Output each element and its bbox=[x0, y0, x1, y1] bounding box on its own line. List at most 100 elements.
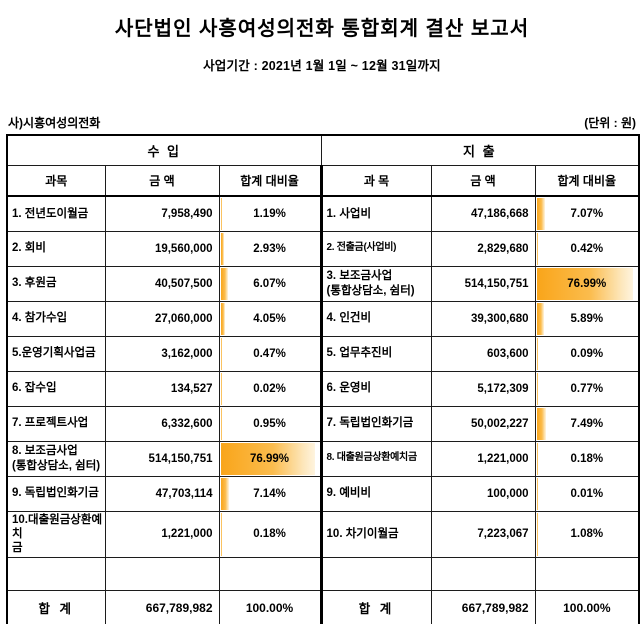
table-row: 3. 후원금 40,507,500 6.07% 3. 보조금사업 (통합상담소, 쉼터… bbox=[6, 265, 640, 302]
expense-ratio-cell: 76.99% bbox=[534, 265, 640, 302]
income-amount-cell: 27,060,000 bbox=[104, 300, 220, 337]
empty-cell bbox=[104, 556, 220, 591]
expense-ratio-value: 5.89% bbox=[570, 312, 604, 325]
col-income-amount: 금 액 bbox=[104, 164, 220, 197]
ratio-data-bar bbox=[536, 372, 538, 405]
income-amount-cell: 40,507,500 bbox=[104, 265, 220, 302]
income-ratio-value: 0.95% bbox=[253, 417, 286, 430]
expense-total-label: 합 계 bbox=[319, 589, 432, 624]
expense-subject-cell: 10. 차기이월금 bbox=[319, 510, 432, 558]
ratio-data-bar bbox=[536, 337, 538, 370]
income-subject-cell: 1. 전년도이월금 bbox=[6, 195, 106, 232]
income-subject-cell: 3. 후원금 bbox=[6, 265, 106, 302]
ratio-data-bar bbox=[220, 232, 225, 265]
income-amount-cell: 3,162,000 bbox=[104, 335, 220, 372]
income-amount-cell: 6,332,600 bbox=[104, 405, 220, 442]
income-total-ratio-value: 100.00% bbox=[245, 600, 294, 615]
income-ratio-cell: 4.05% bbox=[218, 300, 322, 337]
income-subject-cell: 8. 보조금사업 (통합상담소, 쉼터) bbox=[6, 440, 106, 477]
col-income-ratio: 합계 대비율 bbox=[218, 164, 322, 197]
ratio-data-bar bbox=[536, 442, 538, 475]
income-ratio-cell: 0.18% bbox=[218, 510, 322, 558]
empty-cell bbox=[534, 556, 640, 591]
income-amount-cell: 19,560,000 bbox=[104, 230, 220, 267]
ratio-data-bar bbox=[536, 232, 538, 265]
expense-amount-cell: 100,000 bbox=[430, 475, 536, 512]
expense-subject-cell: 6. 운영비 bbox=[319, 370, 432, 407]
expense-ratio-value: 7.07% bbox=[570, 207, 604, 220]
income-ratio-value: 0.02% bbox=[253, 382, 286, 395]
income-ratio-cell: 76.99% bbox=[218, 440, 322, 477]
ratio-data-bar bbox=[220, 477, 230, 510]
income-ratio-cell: 6.07% bbox=[218, 265, 322, 302]
col-income-subject: 과목 bbox=[6, 164, 106, 197]
ratio-data-bar bbox=[220, 302, 226, 335]
expense-ratio-cell: 1.08% bbox=[534, 510, 640, 558]
expense-group-header: 지 출 bbox=[320, 134, 640, 166]
expense-ratio-value: 0.18% bbox=[570, 452, 604, 465]
expense-total-amount: 667,789,982 bbox=[430, 589, 536, 624]
expense-ratio-value: 0.42% bbox=[570, 242, 604, 255]
income-amount-cell: 47,703,114 bbox=[104, 475, 220, 512]
income-ratio-cell: 0.95% bbox=[218, 405, 322, 442]
expense-ratio-value: 76.99% bbox=[567, 277, 607, 290]
expense-amount-cell: 603,600 bbox=[430, 335, 536, 372]
income-subject-cell: 9. 독립법인화기금 bbox=[6, 475, 106, 512]
table-row: 1. 전년도이월금 7,958,490 1.19% 1. 사업비 47,186,668 7… bbox=[6, 195, 640, 232]
unit-label: (단위 : 원) bbox=[584, 116, 636, 130]
expense-ratio-cell: 0.77% bbox=[534, 370, 640, 407]
table-row: 8. 보조금사업 (통합상담소, 쉼터) 514,150,751 76.99% 8. … bbox=[6, 440, 640, 477]
ratio-data-bar bbox=[220, 442, 315, 475]
ratio-data-bar bbox=[536, 198, 546, 230]
ratio-data-bar bbox=[220, 512, 222, 556]
expense-ratio-cell: 7.07% bbox=[534, 195, 640, 232]
table-body: 1. 전년도이월금 7,958,490 1.19% 1. 사업비 47,186,668 7… bbox=[6, 195, 640, 624]
table-head: 수 입 지 출 과목 금 액 합계 대비율 과 목 금 액 합계 대비율 bbox=[6, 134, 640, 197]
empty-cell bbox=[218, 556, 322, 591]
expense-amount-cell: 5,172,309 bbox=[430, 370, 536, 407]
income-ratio-value: 2.93% bbox=[253, 242, 286, 255]
expense-ratio-value: 0.01% bbox=[570, 487, 604, 500]
table-row: 5.운영기획사업금 3,162,000 0.47% 5. 업무추진비 603,600 0.… bbox=[6, 335, 640, 372]
expense-ratio-cell: 0.09% bbox=[534, 335, 640, 372]
expense-amount-cell: 50,002,227 bbox=[430, 405, 536, 442]
expense-ratio-value: 0.77% bbox=[570, 382, 604, 395]
empty-cell bbox=[6, 556, 106, 591]
income-amount-cell: 7,958,490 bbox=[104, 195, 220, 232]
ratio-data-bar bbox=[536, 407, 546, 440]
table-row: 6. 잡수입 134,527 0.02% 6. 운영비 5,172,309 0.77% bbox=[6, 370, 640, 407]
ratio-data-bar bbox=[536, 512, 538, 556]
expense-amount-cell: 1,221,000 bbox=[430, 440, 536, 477]
expense-amount-cell: 2,829,680 bbox=[430, 230, 536, 267]
income-ratio-cell: 0.02% bbox=[218, 370, 322, 407]
income-ratio-value: 7.14% bbox=[253, 487, 286, 500]
income-ratio-value: 4.05% bbox=[253, 312, 286, 325]
column-header-row: 과목 금 액 합계 대비율 과 목 금 액 합계 대비율 bbox=[6, 164, 640, 197]
income-amount-cell: 1,221,000 bbox=[104, 510, 220, 558]
expense-subject-cell: 5. 업무추진비 bbox=[319, 335, 432, 372]
total-row: 합 계 667,789,982 100.00% 합 계 667,789,982 100.0… bbox=[6, 589, 640, 624]
empty-cell bbox=[430, 556, 536, 591]
expense-subject-cell: 2. 전출금(사업비) bbox=[319, 230, 432, 267]
income-subject-cell: 7. 프로젝트사업 bbox=[6, 405, 106, 442]
meta-row: 사)시흥여성의전화 (단위 : 원) bbox=[8, 114, 636, 131]
expense-amount-cell: 39,300,680 bbox=[430, 300, 536, 337]
income-ratio-value: 76.99% bbox=[250, 452, 290, 465]
expense-ratio-value: 1.08% bbox=[570, 528, 604, 541]
income-amount-cell: 134,527 bbox=[104, 370, 220, 407]
income-subject-cell: 4. 참가수입 bbox=[6, 300, 106, 337]
expense-total-ratio: 100.00% bbox=[534, 589, 640, 624]
org-label: 사)시흥여성의전화 bbox=[8, 116, 101, 130]
income-ratio-value: 6.07% bbox=[253, 277, 286, 290]
expense-ratio-cell: 7.49% bbox=[534, 405, 640, 442]
expense-subject-cell: 3. 보조금사업 (통합상담소, 쉼터) bbox=[319, 265, 432, 302]
expense-ratio-cell: 0.18% bbox=[534, 440, 640, 477]
expense-subject-cell: 4. 인건비 bbox=[319, 300, 432, 337]
report-title: 사단법인 사흥여성의전화 통합회계 결산 보고서 bbox=[114, 18, 530, 40]
expense-subject-cell: 8. 대출원금상환예치금 bbox=[319, 440, 432, 477]
expense-amount-cell: 7,223,067 bbox=[430, 510, 536, 558]
ratio-data-bar bbox=[220, 372, 222, 405]
income-ratio-value: 1.19% bbox=[253, 207, 286, 220]
table-row: 2. 회비 19,560,000 2.93% 2. 전출금(사업비) 2,829,680… bbox=[6, 230, 640, 267]
